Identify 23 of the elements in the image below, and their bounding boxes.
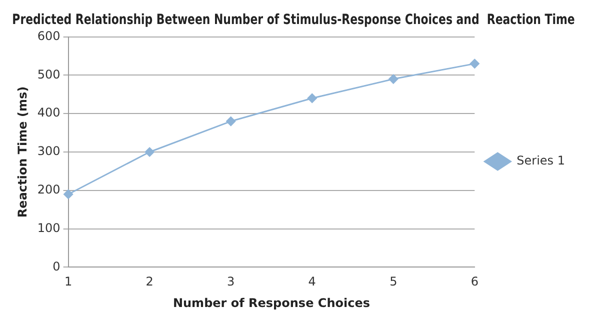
point (388, 74, 398, 84)
y-tick-label: 200 (37, 182, 60, 197)
x-tick-label: 3 (227, 274, 235, 289)
point (470, 58, 480, 68)
chart-title: Predicted Relationship Between Number of Stimulus-Response Choices and Reaction Time (12, 10, 575, 28)
y-tick-label: 100 (37, 220, 60, 235)
y-tick-label: 500 (37, 67, 60, 82)
y-tick-label: 400 (37, 106, 60, 120)
x-tick-label: 4 (308, 274, 316, 289)
point (144, 147, 154, 157)
y-tick-label: 600 (37, 28, 60, 43)
point (64, 189, 74, 199)
point (307, 93, 317, 103)
x-tick-label: 1 (64, 274, 72, 289)
x-axis-title: Number of Response Choices (172, 296, 370, 310)
y-axis-title: Reaction Time (ms) (15, 86, 30, 218)
legend-label: Series 1 (516, 154, 566, 168)
x-tick-label: 2 (146, 274, 154, 289)
y-tick-label: 0 (52, 259, 60, 274)
x-tick-label: 6 (470, 274, 478, 289)
y-tick-label: 300 (37, 144, 60, 158)
point (226, 116, 236, 126)
x-tick-label: 5 (390, 274, 398, 289)
